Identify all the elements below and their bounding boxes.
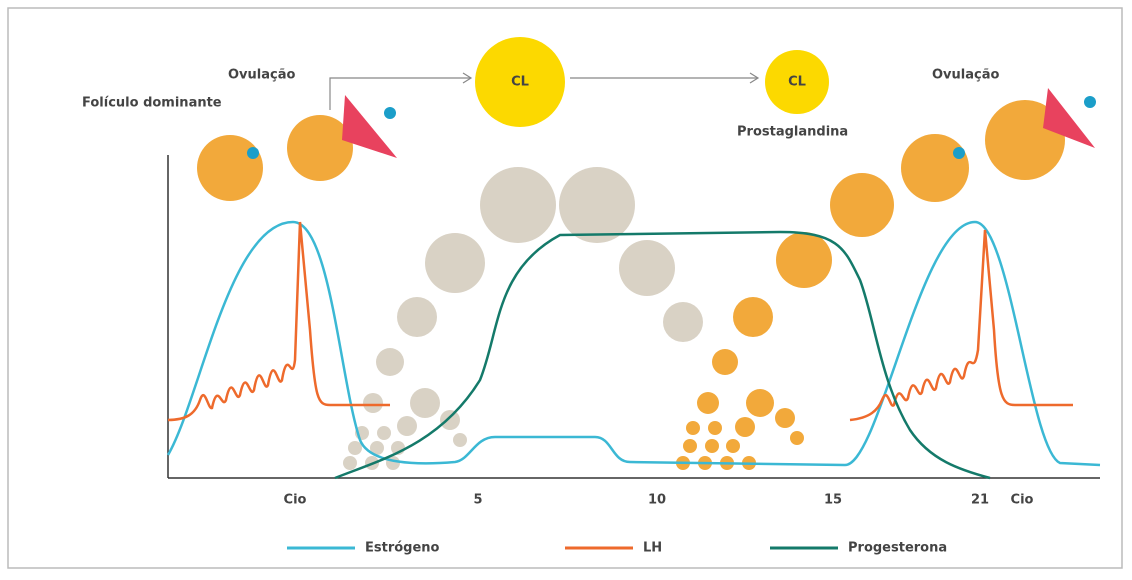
legend-label: LH [643, 541, 662, 556]
label: Ovulação [228, 68, 295, 83]
corpus-luteum [765, 50, 829, 114]
legend: Estrógeno LH Progesterona [287, 541, 947, 556]
lh-curve [167, 221, 390, 422]
lh-curve [849, 229, 1073, 422]
progesterone-curve [334, 230, 991, 480]
x-ticks: Cio 5 10 15 21 Cio [284, 493, 1034, 508]
label: CL [788, 75, 806, 90]
label: Ovulação [932, 68, 999, 83]
arrows [329, 72, 760, 110]
estrogen-curve [166, 220, 1101, 467]
labels: Ovulação Folículo dominante CL CL Prosta… [82, 68, 999, 140]
legend-label: Progesterona [848, 541, 947, 556]
x-tick-label: 15 [824, 493, 842, 508]
x-tick-label: Cio [284, 493, 307, 508]
label: Folículo dominante [82, 96, 222, 111]
grey-follicles [343, 167, 703, 470]
x-tick-label: 5 [473, 493, 482, 508]
x-tick-label: 10 [648, 493, 666, 508]
x-tick-label: Cio [1011, 493, 1034, 508]
x-tick-label: 21 [971, 493, 989, 508]
label: CL [511, 75, 529, 90]
legend-label: Estrógeno [365, 541, 440, 556]
frame [7, 7, 1123, 569]
label: Prostaglandina [737, 125, 848, 140]
corpus-luteum [475, 37, 565, 127]
ovulation-marks [247, 88, 1096, 159]
axes [167, 155, 1100, 479]
